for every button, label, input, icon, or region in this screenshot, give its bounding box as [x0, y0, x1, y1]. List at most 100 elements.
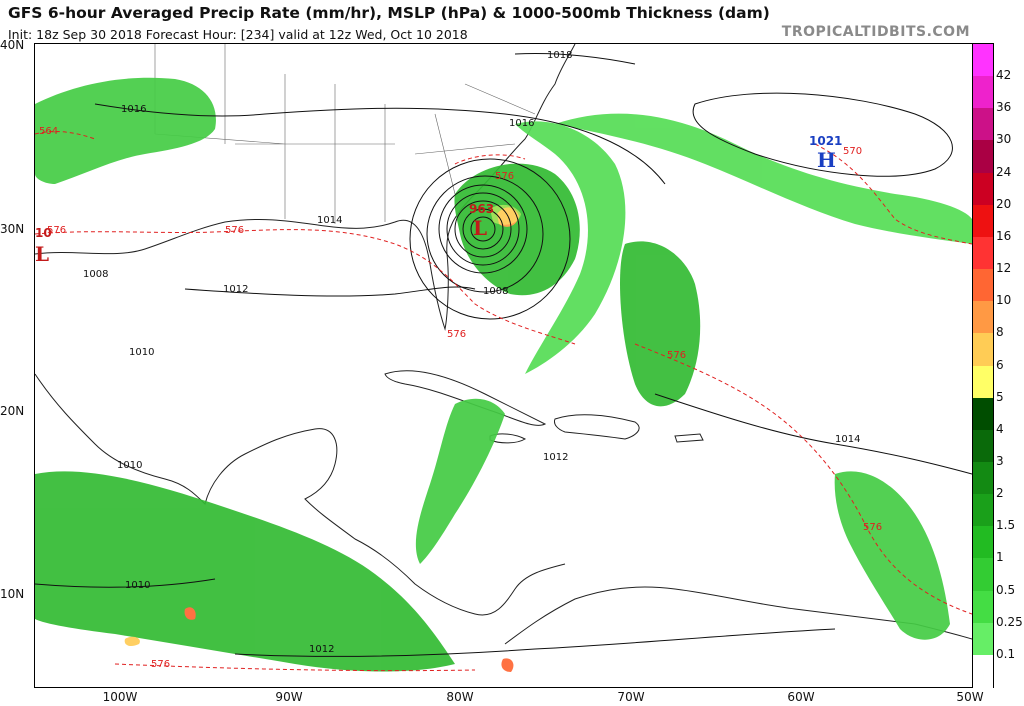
thickness-576-east — [634, 343, 972, 615]
coastlines — [35, 44, 972, 645]
isobar-1018 — [514, 52, 636, 65]
isobar-label: 1012 — [309, 644, 335, 655]
isobar-label: 1014 — [317, 215, 343, 226]
weather-map: L 963 L 10 H 1021 1018 1016 1016 1014 10… — [34, 43, 973, 688]
colorbar-swatch — [973, 108, 993, 142]
precip-spot-1 — [184, 607, 196, 620]
isobar-1012-south — [234, 628, 836, 657]
colorbar-swatch — [973, 76, 993, 110]
colorbar-label: 30 — [996, 132, 1012, 147]
colorbar-swatch — [973, 301, 993, 335]
thickness-label: 576 — [151, 659, 171, 670]
lon-label-80w: 80W — [446, 690, 474, 704]
lat-label-30n: 30N — [0, 222, 25, 236]
isobar-1014 — [654, 393, 972, 475]
colorbar-swatch — [973, 622, 993, 656]
isobars — [35, 52, 972, 657]
isobar-ring — [426, 175, 544, 293]
colorbar-swatch — [973, 140, 993, 174]
lon-label-60w: 60W — [787, 690, 815, 704]
isobar-ring — [462, 208, 504, 250]
colorbar-swatch — [973, 494, 993, 528]
colorbar-label: 2 — [996, 486, 1004, 501]
colorbar-swatch — [973, 44, 993, 77]
colorbar-swatch — [973, 429, 993, 463]
colorbar-label: 10 — [996, 293, 1012, 308]
isobar-ring — [454, 200, 512, 258]
thickness-label: 570 — [843, 146, 863, 157]
isobar-1021 — [692, 92, 953, 177]
low-center-west-value: 10 — [35, 226, 52, 240]
colorbar-label: 3 — [996, 453, 1004, 468]
lat-label-40n: 40N — [0, 38, 25, 52]
colorbar-swatch — [973, 172, 993, 206]
lon-label-50w: 50W — [956, 690, 984, 704]
isobar-label: 1010 — [125, 580, 151, 591]
colorbar-swatch — [973, 590, 993, 624]
cuba — [384, 370, 547, 426]
colorbar-label: 12 — [996, 261, 1012, 276]
isobar-label: 1016 — [121, 104, 147, 115]
isobar-label: 1008 — [83, 269, 109, 280]
colorbar-label: 1 — [996, 550, 1004, 565]
lon-label-70w: 70W — [617, 690, 645, 704]
brand-watermark[interactable]: TROPICALTIDBITS.COM — [781, 24, 970, 40]
lat-label-20n: 20N — [0, 404, 25, 418]
high-center: H — [817, 148, 836, 172]
precip-colorbar — [972, 43, 994, 688]
jamaica — [489, 433, 527, 444]
isobar-ring — [446, 192, 520, 266]
colorbar-swatch — [973, 461, 993, 495]
lon-label-90w: 90W — [275, 690, 303, 704]
isobar-1016 — [94, 103, 666, 185]
isobar-label: 1008 — [483, 286, 509, 297]
colorbar-label: 42 — [996, 68, 1012, 83]
thickness-570 — [814, 143, 972, 245]
colorbar-label: 20 — [996, 196, 1012, 211]
low-center-main: L — [473, 216, 488, 240]
isobar-label: 1012 — [543, 452, 569, 463]
thickness-label: 576 — [447, 329, 467, 340]
colorbar-swatch — [973, 365, 993, 399]
colorbar-swatch — [973, 526, 993, 560]
colorbar-swatch — [973, 333, 993, 367]
colorbar-swatch — [973, 236, 993, 270]
colorbar-swatch — [973, 558, 993, 592]
colorbar-label: 6 — [996, 357, 1004, 372]
thickness-lines — [35, 131, 972, 672]
colorbar-swatch — [973, 269, 993, 303]
us-gulf-coast — [35, 44, 576, 331]
isobar-label: 1014 — [835, 434, 861, 445]
chart-title: GFS 6-hour Averaged Precip Rate (mm/hr),… — [8, 4, 770, 22]
high-center-value: 1021 — [809, 134, 843, 148]
colorbar-swatch — [973, 654, 993, 688]
isobar-ring — [409, 158, 571, 320]
colorbar-label: 0.1 — [996, 646, 1016, 661]
precip-central-america — [35, 471, 455, 672]
thickness-label: 576 — [863, 522, 883, 533]
thickness-564 — [35, 131, 96, 140]
colorbar-label: 8 — [996, 325, 1004, 340]
precip-caribbean-band — [415, 398, 505, 564]
precip-atlantic-band — [620, 241, 701, 407]
thickness-label: 576 — [47, 225, 67, 236]
isobar-label: 1012 — [223, 284, 249, 295]
chart-subtitle: Init: 18z Sep 30 2018 Forecast Hour: [23… — [8, 27, 468, 42]
precip-spot-2 — [124, 636, 140, 647]
colorbar-label: 24 — [996, 164, 1012, 179]
lat-label-10n: 10N — [0, 587, 25, 601]
colorbar-label: 36 — [996, 100, 1012, 115]
thickness-576 — [35, 229, 576, 345]
isobar-label: 1018 — [547, 50, 573, 61]
thickness-576-north — [454, 154, 526, 165]
isobar-label: 1010 — [129, 347, 155, 358]
mexico-coast — [35, 373, 566, 616]
isobar-ring — [470, 216, 496, 242]
isobar-label: 1010 — [117, 460, 143, 471]
precip-spot-3 — [501, 658, 514, 672]
isobar-ring — [438, 184, 528, 274]
isobar-1012 — [184, 286, 476, 297]
colorbar-label: 1.5 — [996, 518, 1016, 533]
precip-east-band — [834, 471, 950, 640]
hispaniola — [554, 414, 640, 440]
